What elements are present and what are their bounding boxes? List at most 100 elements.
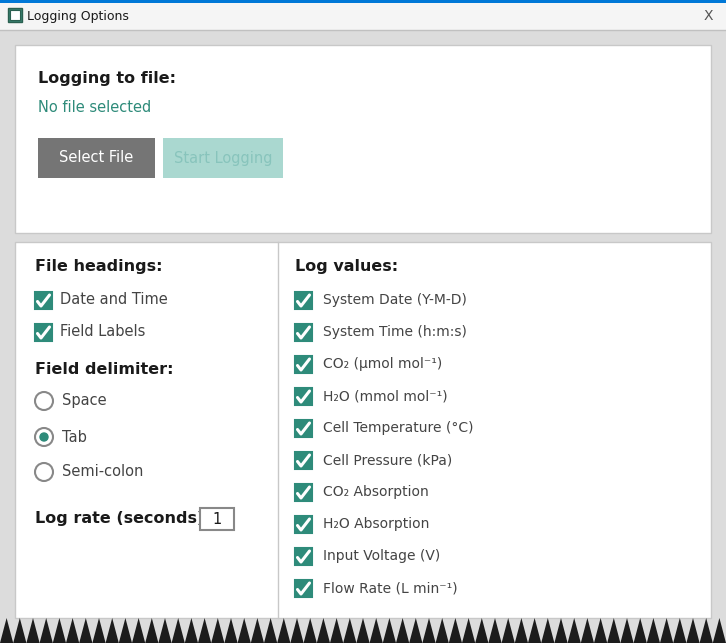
Polygon shape [476, 618, 489, 643]
Polygon shape [409, 618, 423, 643]
Polygon shape [383, 618, 396, 643]
FancyBboxPatch shape [295, 388, 312, 404]
Text: Cell Temperature (°C): Cell Temperature (°C) [323, 421, 473, 435]
Polygon shape [79, 618, 92, 643]
Text: CO₂ (μmol mol⁻¹): CO₂ (μmol mol⁻¹) [323, 357, 442, 371]
FancyBboxPatch shape [295, 356, 312, 372]
Text: Semi-colon: Semi-colon [62, 464, 143, 480]
Polygon shape [290, 618, 303, 643]
FancyBboxPatch shape [0, 237, 726, 623]
Text: H₂O Absorption: H₂O Absorption [323, 517, 429, 531]
FancyBboxPatch shape [295, 484, 312, 500]
FancyBboxPatch shape [38, 138, 155, 178]
Polygon shape [185, 618, 198, 643]
Text: System Date (Y-M-D): System Date (Y-M-D) [323, 293, 467, 307]
Polygon shape [449, 618, 462, 643]
Text: Logging to file:: Logging to file: [38, 71, 176, 86]
Circle shape [35, 392, 53, 410]
Circle shape [35, 463, 53, 481]
Polygon shape [145, 618, 158, 643]
FancyBboxPatch shape [0, 3, 726, 30]
Text: Start Logging: Start Logging [174, 150, 272, 165]
FancyBboxPatch shape [0, 30, 726, 243]
Text: Input Voltage (V): Input Voltage (V) [323, 549, 440, 563]
FancyBboxPatch shape [8, 8, 22, 22]
Circle shape [35, 428, 53, 446]
Polygon shape [396, 618, 409, 643]
Polygon shape [489, 618, 502, 643]
Polygon shape [277, 618, 290, 643]
Polygon shape [370, 618, 383, 643]
Polygon shape [713, 618, 726, 643]
Polygon shape [343, 618, 356, 643]
Polygon shape [541, 618, 555, 643]
Polygon shape [0, 618, 13, 643]
Circle shape [40, 433, 48, 441]
Text: Log values:: Log values: [295, 260, 398, 275]
FancyBboxPatch shape [163, 138, 283, 178]
Text: No file selected: No file selected [38, 100, 151, 114]
FancyBboxPatch shape [295, 291, 312, 309]
Polygon shape [105, 618, 119, 643]
Polygon shape [13, 618, 26, 643]
Polygon shape [436, 618, 449, 643]
Polygon shape [250, 618, 264, 643]
Text: System Time (h:m:s): System Time (h:m:s) [323, 325, 467, 339]
Polygon shape [700, 618, 713, 643]
FancyBboxPatch shape [295, 451, 312, 469]
Polygon shape [621, 618, 634, 643]
Polygon shape [119, 618, 132, 643]
Polygon shape [423, 618, 436, 643]
FancyBboxPatch shape [15, 242, 711, 618]
FancyBboxPatch shape [10, 10, 20, 20]
Text: Log rate (seconds):: Log rate (seconds): [35, 511, 211, 527]
Polygon shape [92, 618, 105, 643]
Text: Tab: Tab [62, 430, 87, 444]
Polygon shape [502, 618, 515, 643]
FancyBboxPatch shape [0, 0, 726, 3]
FancyBboxPatch shape [295, 516, 312, 532]
Polygon shape [158, 618, 171, 643]
Polygon shape [462, 618, 476, 643]
Text: Cell Pressure (kPa): Cell Pressure (kPa) [323, 453, 452, 467]
Polygon shape [568, 618, 581, 643]
Polygon shape [171, 618, 185, 643]
Polygon shape [555, 618, 568, 643]
Polygon shape [634, 618, 647, 643]
Polygon shape [264, 618, 277, 643]
Polygon shape [303, 618, 317, 643]
FancyBboxPatch shape [35, 291, 52, 309]
Polygon shape [330, 618, 343, 643]
Polygon shape [528, 618, 541, 643]
Text: Field delimiter:: Field delimiter: [35, 361, 174, 377]
Polygon shape [356, 618, 370, 643]
Text: Logging Options: Logging Options [27, 10, 129, 23]
Polygon shape [224, 618, 237, 643]
Polygon shape [647, 618, 660, 643]
Text: Select File: Select File [60, 150, 134, 165]
Text: Field Labels: Field Labels [60, 325, 145, 340]
Polygon shape [660, 618, 673, 643]
Polygon shape [237, 618, 250, 643]
FancyBboxPatch shape [295, 547, 312, 565]
Polygon shape [53, 618, 66, 643]
Text: 1: 1 [213, 511, 221, 527]
Polygon shape [686, 618, 700, 643]
Polygon shape [607, 618, 621, 643]
Polygon shape [198, 618, 211, 643]
FancyBboxPatch shape [15, 45, 711, 233]
Text: File headings:: File headings: [35, 260, 163, 275]
Polygon shape [515, 618, 528, 643]
Polygon shape [594, 618, 607, 643]
FancyBboxPatch shape [295, 419, 312, 437]
Text: CO₂ Absorption: CO₂ Absorption [323, 485, 429, 499]
Text: Date and Time: Date and Time [60, 293, 168, 307]
Text: H₂O (mmol mol⁻¹): H₂O (mmol mol⁻¹) [323, 389, 448, 403]
Polygon shape [581, 618, 594, 643]
Polygon shape [317, 618, 330, 643]
Polygon shape [40, 618, 53, 643]
FancyBboxPatch shape [35, 323, 52, 341]
FancyBboxPatch shape [295, 323, 312, 341]
Polygon shape [66, 618, 79, 643]
Polygon shape [26, 618, 40, 643]
